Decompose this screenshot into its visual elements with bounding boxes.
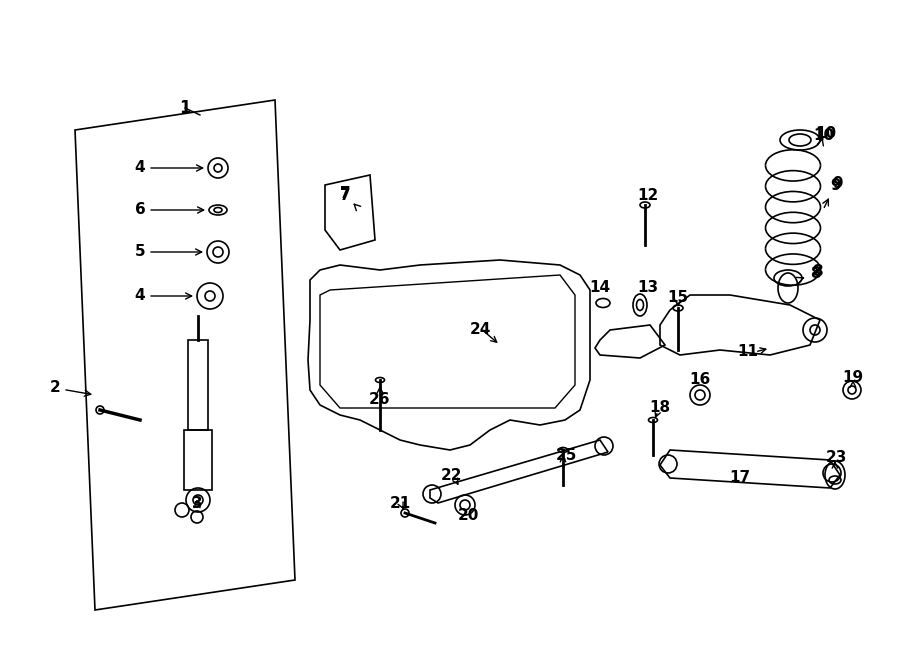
Text: 17: 17 bbox=[729, 471, 751, 485]
Text: 13: 13 bbox=[637, 280, 659, 295]
Bar bbox=[188, 340, 208, 430]
Text: 23: 23 bbox=[825, 451, 847, 465]
Text: 10: 10 bbox=[815, 126, 836, 141]
Text: 14: 14 bbox=[590, 280, 610, 295]
Text: 25: 25 bbox=[555, 447, 577, 463]
Text: 22: 22 bbox=[441, 469, 463, 483]
Text: 3: 3 bbox=[192, 496, 202, 512]
Text: 19: 19 bbox=[842, 369, 864, 385]
Text: 7: 7 bbox=[339, 188, 361, 211]
Text: 4: 4 bbox=[135, 161, 202, 176]
Text: 21: 21 bbox=[390, 496, 410, 512]
Text: 12: 12 bbox=[637, 188, 659, 202]
Text: 11: 11 bbox=[737, 344, 759, 360]
Text: 10: 10 bbox=[813, 128, 834, 146]
Text: 5: 5 bbox=[135, 245, 202, 260]
Text: 8: 8 bbox=[796, 266, 821, 283]
Text: 9: 9 bbox=[832, 176, 842, 190]
Text: 4: 4 bbox=[135, 288, 192, 303]
Text: 9: 9 bbox=[823, 178, 841, 208]
Text: 2: 2 bbox=[50, 381, 91, 396]
Text: 15: 15 bbox=[668, 290, 688, 305]
Text: 7: 7 bbox=[339, 186, 350, 200]
Text: 20: 20 bbox=[457, 508, 479, 524]
Text: 8: 8 bbox=[812, 264, 823, 278]
Text: 18: 18 bbox=[650, 401, 670, 416]
Text: 1: 1 bbox=[179, 99, 191, 117]
Bar bbox=[184, 430, 212, 490]
Text: 6: 6 bbox=[135, 202, 203, 217]
Text: 26: 26 bbox=[369, 393, 391, 407]
Text: 16: 16 bbox=[689, 373, 711, 387]
Text: 24: 24 bbox=[469, 323, 491, 338]
